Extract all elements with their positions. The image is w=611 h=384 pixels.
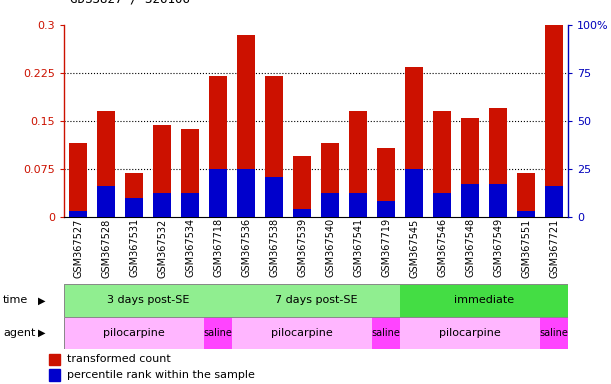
Bar	[49, 354, 60, 365]
Bar	[125, 198, 143, 217]
Text: GSM367551: GSM367551	[521, 218, 531, 278]
Text: GSM367531: GSM367531	[129, 218, 139, 277]
Bar	[461, 184, 479, 217]
Text: 3 days post-SE: 3 days post-SE	[107, 295, 189, 306]
Text: pilocarpine: pilocarpine	[103, 328, 165, 338]
Text: GSM367548: GSM367548	[465, 218, 475, 277]
Bar	[349, 193, 367, 217]
Bar	[69, 143, 87, 217]
Text: time: time	[3, 295, 28, 306]
Bar	[540, 317, 568, 349]
Bar	[232, 317, 372, 349]
Text: ▶: ▶	[38, 295, 45, 306]
Text: saline: saline	[203, 328, 233, 338]
Bar	[69, 210, 87, 217]
Text: GSM367528: GSM367528	[101, 218, 111, 278]
Bar	[237, 169, 255, 217]
Bar	[433, 193, 452, 217]
Text: GSM367718: GSM367718	[213, 218, 223, 277]
Bar	[321, 143, 339, 217]
Bar	[64, 284, 232, 317]
Bar	[489, 108, 507, 217]
Bar	[181, 129, 199, 217]
Text: GSM367527: GSM367527	[73, 218, 83, 278]
Bar	[377, 201, 395, 217]
Text: GSM367721: GSM367721	[549, 218, 559, 278]
Bar	[400, 317, 540, 349]
Text: GSM367540: GSM367540	[325, 218, 335, 277]
Bar	[349, 111, 367, 217]
Bar	[405, 169, 423, 217]
Bar	[97, 186, 115, 217]
Text: GSM367719: GSM367719	[381, 218, 391, 277]
Text: agent: agent	[3, 328, 35, 338]
Bar	[433, 111, 452, 217]
Bar	[49, 369, 60, 381]
Text: GSM367539: GSM367539	[297, 218, 307, 277]
Bar	[461, 118, 479, 217]
Bar	[400, 284, 568, 317]
Bar	[517, 174, 535, 217]
Bar	[204, 317, 232, 349]
Text: transformed count: transformed count	[67, 354, 171, 364]
Bar	[293, 156, 311, 217]
Bar	[209, 76, 227, 217]
Text: saline: saline	[540, 328, 569, 338]
Bar	[372, 317, 400, 349]
Bar	[64, 317, 204, 349]
Bar	[125, 174, 143, 217]
Text: GSM367541: GSM367541	[353, 218, 363, 277]
Bar	[181, 193, 199, 217]
Bar	[209, 169, 227, 217]
Text: pilocarpine: pilocarpine	[439, 328, 501, 338]
Text: pilocarpine: pilocarpine	[271, 328, 333, 338]
Text: percentile rank within the sample: percentile rank within the sample	[67, 370, 255, 380]
Text: GSM367532: GSM367532	[157, 218, 167, 278]
Bar	[153, 126, 171, 217]
Bar	[237, 35, 255, 217]
Text: GSM367534: GSM367534	[185, 218, 195, 277]
Bar	[265, 76, 284, 217]
Text: GSM367538: GSM367538	[269, 218, 279, 277]
Text: GDS3827 / 326106: GDS3827 / 326106	[70, 0, 190, 6]
Bar	[545, 25, 563, 217]
Text: GSM367549: GSM367549	[493, 218, 503, 277]
Text: saline: saline	[371, 328, 401, 338]
Bar	[153, 193, 171, 217]
Text: ▶: ▶	[38, 328, 45, 338]
Text: GSM367545: GSM367545	[409, 218, 419, 278]
Bar	[405, 66, 423, 217]
Bar	[232, 284, 400, 317]
Bar	[97, 111, 115, 217]
Bar	[489, 184, 507, 217]
Bar	[545, 186, 563, 217]
Bar	[293, 209, 311, 217]
Text: immediate: immediate	[454, 295, 514, 306]
Bar	[517, 210, 535, 217]
Bar	[377, 148, 395, 217]
Bar	[321, 193, 339, 217]
Text: GSM367546: GSM367546	[437, 218, 447, 277]
Text: GSM367536: GSM367536	[241, 218, 251, 277]
Bar	[265, 177, 284, 217]
Text: 7 days post-SE: 7 days post-SE	[275, 295, 357, 306]
